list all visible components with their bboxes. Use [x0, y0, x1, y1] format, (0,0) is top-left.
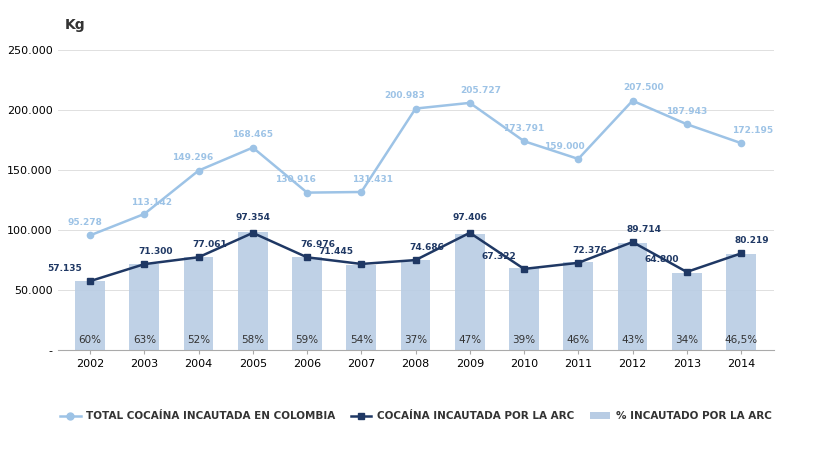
Bar [400, 260, 431, 350]
Bar [238, 232, 268, 350]
Text: 54%: 54% [349, 335, 373, 345]
Bar [292, 257, 322, 350]
Text: 207.500: 207.500 [623, 84, 664, 93]
Text: 173.791: 173.791 [503, 124, 545, 133]
Text: 131.431: 131.431 [352, 175, 393, 184]
Text: 52%: 52% [187, 335, 210, 345]
Text: 46%: 46% [566, 335, 590, 345]
Text: 205.727: 205.727 [460, 86, 501, 95]
Text: 63%: 63% [133, 335, 156, 345]
Text: 34%: 34% [675, 335, 699, 345]
Text: 67.322: 67.322 [482, 252, 516, 261]
Bar [75, 281, 105, 350]
Bar [129, 264, 159, 350]
Text: 200.983: 200.983 [384, 91, 425, 100]
Text: 46,5%: 46,5% [724, 335, 758, 345]
Text: 77.061: 77.061 [192, 240, 227, 249]
Text: 64.800: 64.800 [644, 255, 679, 264]
Text: 149.296: 149.296 [173, 153, 214, 162]
Text: 187.943: 187.943 [666, 107, 708, 116]
Text: 58%: 58% [242, 335, 265, 345]
Text: 43%: 43% [621, 335, 644, 345]
Text: 95.278: 95.278 [67, 218, 102, 227]
Text: 47%: 47% [458, 335, 482, 345]
Text: 168.465: 168.465 [233, 130, 274, 139]
Bar [617, 243, 648, 350]
Text: 97.354: 97.354 [235, 213, 270, 222]
Text: 39%: 39% [512, 335, 536, 345]
Bar [455, 234, 485, 350]
Text: 113.142: 113.142 [131, 198, 172, 207]
Legend: TOTAL COCAÍNA INCAUTADA EN COLOMBIA, COCAÍNA INCAUTADA POR LA ARC, % INCAUTADO P: TOTAL COCAÍNA INCAUTADA EN COLOMBIA, COC… [56, 407, 776, 426]
Text: 130.916: 130.916 [275, 175, 316, 184]
Text: 159.000: 159.000 [544, 142, 584, 151]
Bar [509, 268, 539, 350]
Text: 37%: 37% [404, 335, 427, 345]
Text: 72.376: 72.376 [572, 246, 607, 255]
Text: 76.976: 76.976 [301, 240, 335, 249]
Text: 71.300: 71.300 [138, 247, 173, 256]
Text: 57.135: 57.135 [48, 264, 82, 273]
Bar [346, 265, 376, 350]
Text: Kg: Kg [65, 18, 85, 31]
Text: 71.445: 71.445 [319, 247, 353, 256]
Text: 74.686: 74.686 [409, 243, 444, 252]
Text: 97.406: 97.406 [452, 213, 487, 222]
Text: 89.714: 89.714 [626, 225, 661, 234]
Bar [563, 262, 593, 350]
Text: 59%: 59% [295, 335, 319, 345]
Text: 80.219: 80.219 [735, 236, 769, 245]
Text: 172.195: 172.195 [732, 126, 773, 135]
Text: 60%: 60% [79, 335, 102, 345]
Bar [183, 256, 214, 350]
Bar [672, 273, 702, 350]
Bar [726, 254, 756, 350]
